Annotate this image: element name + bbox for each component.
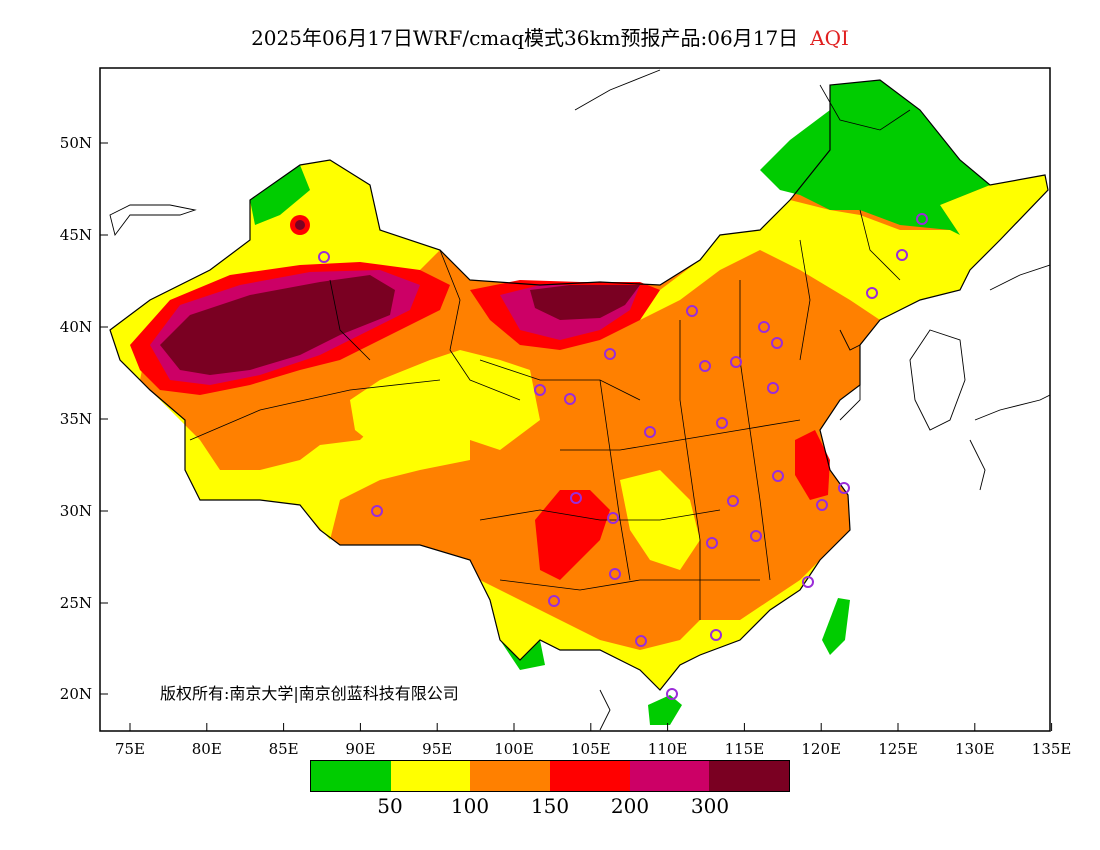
colorbar-swatch bbox=[470, 761, 551, 791]
colorbar-swatch bbox=[311, 761, 391, 791]
station-marker bbox=[750, 530, 762, 542]
longitude-axis: 75E 80E 85E 90E 95E 100E 105E 110E 115E 120E 125E 1… bbox=[115, 723, 1071, 758]
station-marker bbox=[686, 305, 698, 317]
latitude-axis: 50N 45N 40N 35N 30N 25N 20N bbox=[60, 134, 108, 703]
lat-tick-label: 40N bbox=[60, 318, 92, 336]
region-yellow-central bbox=[350, 350, 540, 450]
station-marker bbox=[534, 384, 546, 396]
lon-tick-label: 80E bbox=[192, 740, 222, 758]
lat-tick-label: 20N bbox=[60, 685, 92, 703]
station-marker bbox=[548, 595, 560, 607]
region-green-northeast bbox=[760, 80, 990, 235]
region-hazardous-alxa bbox=[530, 285, 640, 320]
station-marker bbox=[816, 499, 828, 511]
lon-tick-label: 110E bbox=[648, 740, 688, 758]
station-marker bbox=[772, 470, 784, 482]
lon-tick-label: 130E bbox=[955, 740, 995, 758]
region-green-west bbox=[250, 165, 310, 225]
colorbar-swatch bbox=[709, 761, 790, 791]
station-marker bbox=[802, 576, 814, 588]
station-marker bbox=[607, 512, 619, 524]
aqi-colorbar bbox=[310, 760, 790, 792]
country-boundary bbox=[109, 79, 1049, 691]
colorbar-label: 150 bbox=[530, 794, 570, 818]
lat-tick-label: 50N bbox=[60, 134, 92, 152]
station-marker bbox=[758, 321, 770, 333]
lat-tick-label: 30N bbox=[60, 502, 92, 520]
region-yellow-northeast bbox=[940, 175, 1048, 240]
lon-tick-label: 115E bbox=[725, 740, 765, 758]
station-marker bbox=[666, 688, 678, 700]
station-marker bbox=[727, 495, 739, 507]
station-marker bbox=[896, 249, 908, 261]
map-frame bbox=[99, 67, 1051, 732]
station-marker bbox=[710, 629, 722, 641]
colorbar-label: 50 bbox=[377, 794, 403, 818]
region-yellow-south bbox=[480, 560, 820, 690]
neighbor-coastlines bbox=[109, 69, 1050, 731]
station-marker bbox=[644, 426, 656, 438]
region-red-jiangsu bbox=[795, 430, 830, 500]
station-marker bbox=[371, 505, 383, 517]
colorbar-label: 100 bbox=[450, 794, 490, 818]
hazard-spot-west-core bbox=[295, 220, 305, 230]
lon-tick-label: 105E bbox=[571, 740, 611, 758]
station-marker bbox=[318, 251, 330, 263]
lon-tick-label: 85E bbox=[269, 740, 299, 758]
region-yellow-north bbox=[640, 200, 1000, 320]
station-marker bbox=[635, 635, 647, 647]
station-marker bbox=[866, 287, 878, 299]
lon-tick-label: 125E bbox=[878, 740, 918, 758]
map-content bbox=[109, 69, 1050, 731]
province-boundaries bbox=[189, 84, 911, 620]
colorbar-label: 200 bbox=[610, 794, 650, 818]
lon-tick-label: 95E bbox=[422, 740, 452, 758]
lon-tick-label: 90E bbox=[345, 740, 375, 758]
colorbar-label: 300 bbox=[690, 794, 730, 818]
lon-tick-label: 120E bbox=[801, 740, 841, 758]
copyright-notice: 版权所有:南京大学|南京创蓝科技有限公司 bbox=[160, 684, 459, 703]
lat-tick-label: 45N bbox=[60, 226, 92, 244]
colorbar-swatch bbox=[629, 761, 710, 791]
station-marker bbox=[767, 382, 779, 394]
map-title: 2025年06月17日WRF/cmaq模式36km预报产品:06月17日 AQI bbox=[0, 22, 1100, 51]
lon-tick-label: 100E bbox=[494, 740, 534, 758]
lon-tick-label: 135E bbox=[1032, 740, 1072, 758]
station-marker bbox=[706, 537, 718, 549]
lat-tick-label: 25N bbox=[60, 594, 92, 612]
station-marker bbox=[604, 348, 616, 360]
lon-tick-label: 75E bbox=[115, 740, 145, 758]
region-green-south bbox=[500, 640, 545, 670]
station-marker bbox=[838, 482, 850, 494]
station-marker bbox=[730, 356, 742, 368]
region-green-hainan bbox=[648, 695, 682, 725]
station-marker bbox=[716, 417, 728, 429]
colorbar-swatch bbox=[550, 761, 630, 791]
title-text: 2025年06月17日WRF/cmaq模式36km预报产品:06月17日 bbox=[251, 26, 799, 50]
station-marker bbox=[570, 492, 582, 504]
lat-tick-label: 35N bbox=[60, 410, 92, 428]
region-hazardous-taklimakan bbox=[160, 275, 395, 375]
colorbar-swatch bbox=[390, 761, 471, 791]
region-green-taiwan bbox=[822, 598, 850, 655]
title-variable: AQI bbox=[810, 26, 849, 50]
station-marker bbox=[609, 568, 621, 580]
station-marker bbox=[699, 360, 711, 372]
station-marker bbox=[564, 393, 576, 405]
station-marker bbox=[771, 337, 783, 349]
station-markers bbox=[318, 213, 928, 700]
station-marker bbox=[916, 213, 928, 225]
